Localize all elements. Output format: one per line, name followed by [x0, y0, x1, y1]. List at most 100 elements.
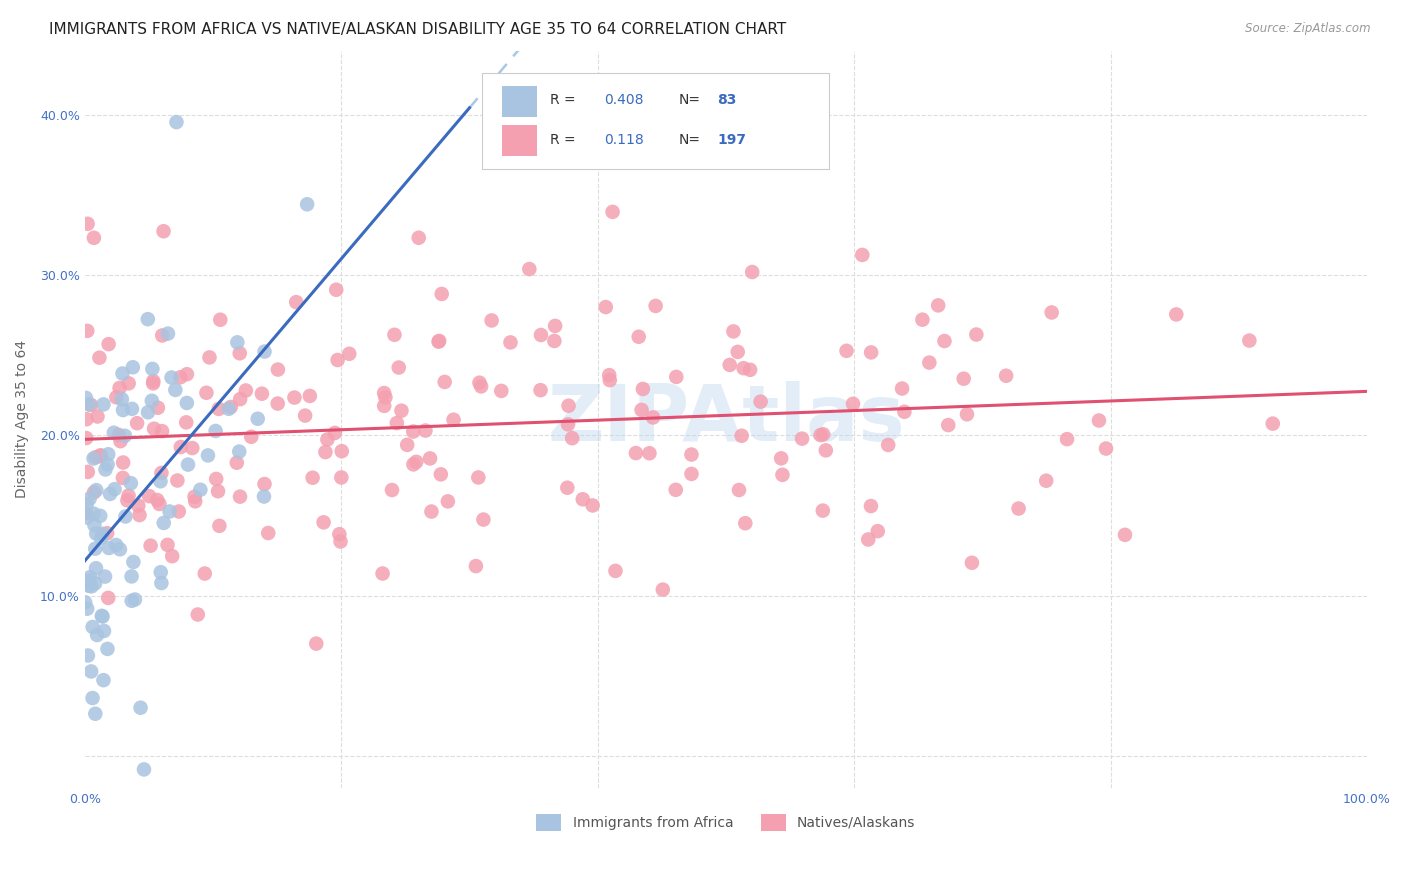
Point [415, 424, 437, 438]
Point [190, 483, 212, 497]
Point [388, 360, 411, 375]
Point [384, 327, 406, 342]
Point [104, 482, 127, 496]
Point [105, 538, 128, 552]
Point [194, 566, 217, 581]
Point [644, 299, 666, 313]
Point [112, 456, 135, 470]
Point [93, 673, 115, 688]
Legend: Immigrants from Africa, Natives/Alaskans: Immigrants from Africa, Natives/Alaskans [531, 808, 921, 836]
Point [150, 424, 173, 438]
Point [530, 328, 553, 343]
Point [631, 382, 654, 396]
Point [114, 429, 136, 443]
Point [111, 367, 134, 381]
Point [595, 300, 617, 314]
Point [183, 490, 205, 504]
Point [148, 497, 170, 511]
Point [240, 430, 263, 444]
Point [121, 360, 143, 375]
Point [77, 648, 100, 663]
Point [427, 334, 450, 349]
Point [749, 394, 772, 409]
Point [225, 456, 247, 470]
Point [253, 490, 276, 504]
Point [97, 337, 120, 351]
Point [665, 370, 688, 384]
Point [305, 637, 328, 651]
Point [121, 594, 143, 608]
Point [419, 451, 441, 466]
Point [79, 570, 101, 584]
Point [156, 326, 179, 341]
Point [298, 389, 321, 403]
Point [84, 561, 107, 575]
Point [770, 451, 793, 466]
Point [75, 431, 97, 445]
Point [108, 542, 131, 557]
Point [1095, 442, 1118, 456]
Point [76, 601, 98, 615]
Point [1261, 417, 1284, 431]
Point [96, 526, 118, 541]
Point [326, 353, 349, 368]
Point [84, 706, 107, 721]
Point [859, 499, 882, 513]
Point [965, 327, 987, 342]
Point [89, 351, 111, 365]
Point [177, 458, 200, 472]
Point [97, 447, 120, 461]
Point [75, 391, 97, 405]
Point [84, 526, 107, 541]
Point [174, 416, 197, 430]
Point [83, 485, 105, 500]
Point [79, 491, 101, 506]
Point [627, 330, 650, 344]
Point [187, 607, 209, 622]
Point [741, 265, 763, 279]
Point [918, 356, 941, 370]
Point [956, 407, 979, 421]
Point [83, 518, 105, 533]
Point [150, 576, 173, 591]
Point [181, 441, 204, 455]
Point [995, 368, 1018, 383]
Point [936, 418, 959, 433]
Point [257, 526, 280, 541]
Point [94, 462, 117, 476]
Point [149, 565, 172, 579]
Point [117, 493, 139, 508]
Point [98, 487, 121, 501]
Text: N=: N= [679, 93, 700, 107]
Point [117, 489, 139, 503]
Point [205, 472, 228, 486]
Point [481, 313, 503, 327]
Point [599, 373, 621, 387]
Point [96, 641, 118, 656]
Point [167, 504, 190, 518]
Point [408, 231, 430, 245]
Point [385, 416, 408, 430]
Point [176, 367, 198, 381]
Point [325, 283, 347, 297]
Point [638, 446, 661, 460]
Point [557, 417, 579, 432]
Point [544, 318, 567, 333]
Point [83, 507, 105, 521]
Text: R =: R = [550, 133, 576, 147]
Point [571, 492, 593, 507]
Point [835, 343, 858, 358]
Point [77, 397, 100, 411]
Point [82, 620, 104, 634]
Point [283, 391, 305, 405]
Point [1088, 413, 1111, 427]
Point [218, 401, 240, 416]
Point [405, 455, 427, 469]
Point [851, 248, 873, 262]
Point [557, 399, 579, 413]
Point [866, 524, 889, 538]
Point [499, 335, 522, 350]
Point [76, 412, 98, 426]
Point [314, 445, 336, 459]
Point [89, 449, 111, 463]
